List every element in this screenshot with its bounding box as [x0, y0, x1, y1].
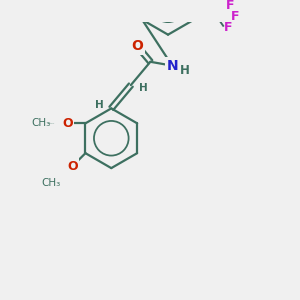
Text: O: O [131, 39, 143, 53]
Text: O: O [62, 117, 73, 130]
Text: CH₃: CH₃ [42, 178, 61, 188]
Text: O: O [67, 160, 78, 173]
Text: CH₃: CH₃ [31, 118, 50, 128]
Text: H: H [95, 100, 103, 110]
Text: F: F [224, 21, 233, 34]
Text: methoxy: methoxy [49, 123, 56, 124]
Text: H: H [180, 64, 190, 77]
Text: F: F [230, 11, 239, 23]
Text: N: N [167, 58, 178, 73]
Text: H: H [139, 83, 147, 93]
Text: F: F [226, 0, 234, 12]
